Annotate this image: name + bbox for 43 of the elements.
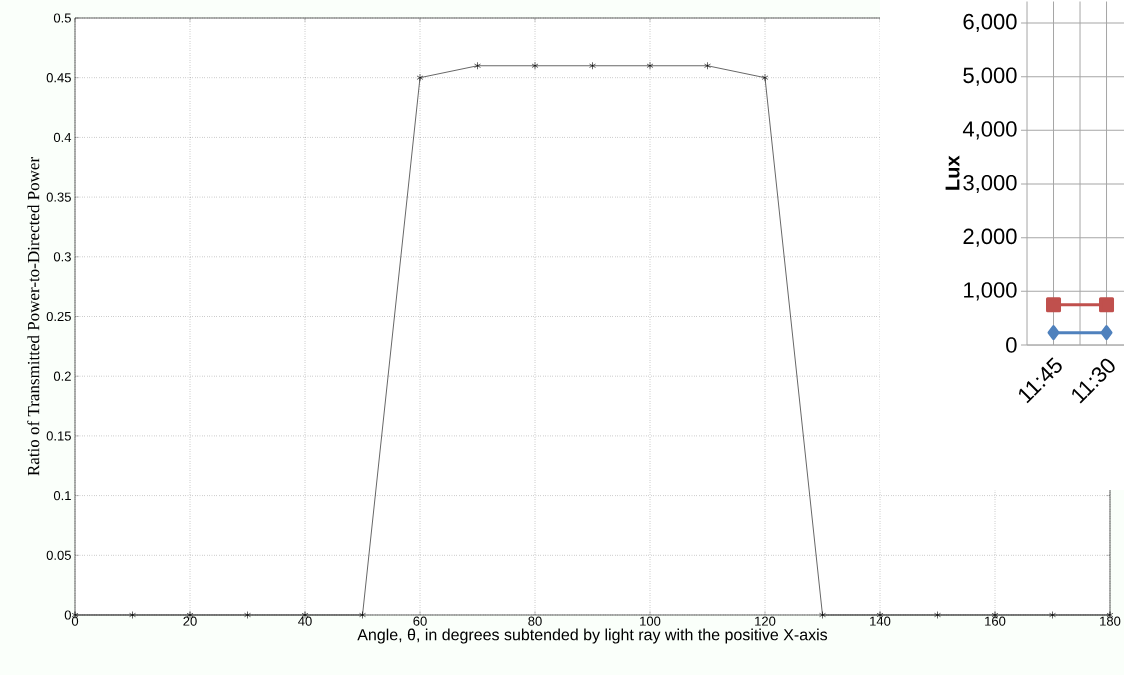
x-tick-label: 40 (298, 616, 312, 626)
x-tick-label: 120 (755, 616, 776, 626)
point (704, 61, 711, 70)
x-tick-label: 160 (985, 616, 1006, 626)
point (129, 611, 136, 619)
y-tick-label: 0.5 (53, 13, 71, 23)
point (474, 61, 481, 70)
point (1049, 611, 1056, 619)
x-tick-label: 60 (413, 616, 427, 626)
y-tick-label: 5,000 (963, 67, 1017, 86)
y-tick-label: 0 (1006, 337, 1017, 353)
y-tick-label: 0.3 (53, 252, 71, 262)
y-tick-label: 1,000 (964, 282, 1017, 301)
y-tick-label: 0.25 (46, 311, 71, 322)
x-axis-title: Angle, θ, in degrees subtended by light ray with the positive X-axis (357, 628, 828, 644)
point (819, 611, 826, 619)
y-axis-title: Lux (945, 155, 960, 190)
y-axis-title: Ratio of Transmitted Power-to-Directed Power (27, 157, 40, 476)
point (531, 61, 539, 70)
y-tick-label: 0.35 (46, 192, 71, 202)
point (416, 73, 424, 82)
y-tick-label: 2,000 (963, 228, 1017, 247)
y-tick-label: 6,000 (963, 13, 1017, 33)
x-tick-label: 140 (870, 616, 891, 626)
y-tick-label: 0.05 (46, 550, 71, 560)
x-tick-label: 20 (183, 616, 197, 626)
point (244, 611, 251, 619)
y-tick-label: 0.15 (46, 431, 71, 441)
point (934, 611, 941, 619)
y-tick-label: 0.2 (53, 371, 71, 381)
x-tick-label: 0 (71, 616, 79, 626)
y-tick-label: 3,000 (963, 174, 1017, 194)
x-tick-label: 100 (640, 616, 661, 626)
x-tick-label: 80 (528, 616, 542, 626)
y-tick-label: 4,000 (962, 121, 1017, 140)
point (589, 61, 596, 70)
y-tick-label: 0.1 (53, 490, 71, 501)
y-tick-label: 0.45 (46, 73, 71, 83)
x-tick-label: 180 (1100, 616, 1121, 626)
point (359, 611, 366, 619)
point (646, 61, 654, 70)
y-tick-label: 0.4 (53, 132, 72, 142)
point (761, 73, 769, 82)
